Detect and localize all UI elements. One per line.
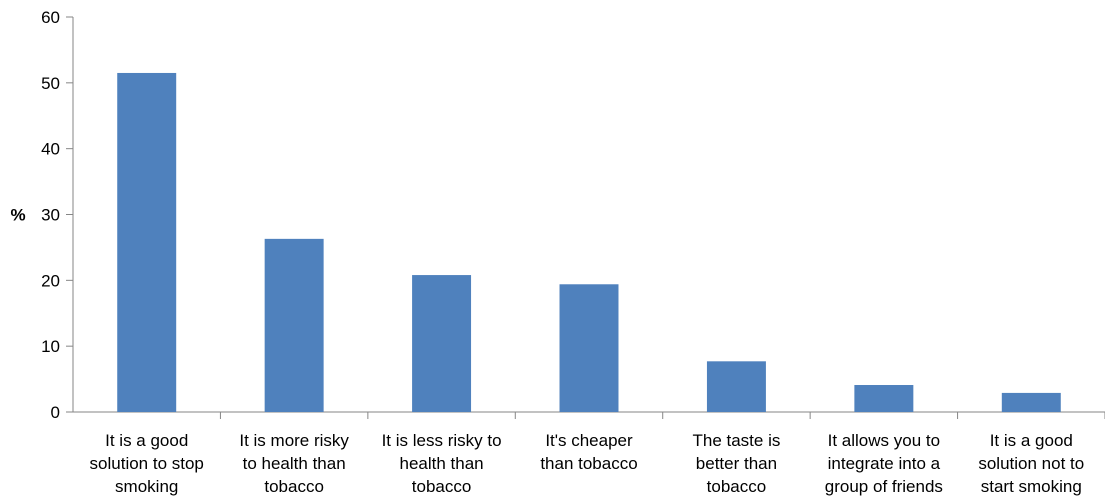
category-label: It's cheaper than tobacco bbox=[540, 431, 637, 473]
bar bbox=[706, 361, 766, 412]
y-axis-title: % bbox=[10, 206, 25, 225]
bar bbox=[412, 275, 472, 412]
bar bbox=[854, 385, 914, 412]
y-tick-label: 60 bbox=[41, 8, 60, 27]
category-label: It is less risky to health than tobacco bbox=[382, 431, 502, 496]
y-tick-label: 0 bbox=[51, 403, 60, 422]
category-label: It allows you to integrate into a group of… bbox=[825, 431, 943, 496]
bar bbox=[1001, 392, 1061, 412]
category-label: It is a good solution to stop smoking bbox=[90, 431, 204, 496]
bar bbox=[117, 72, 177, 412]
y-tick-label: 40 bbox=[41, 140, 60, 159]
category-labels: It is a good solution to stop smoking It is… bbox=[90, 431, 1085, 496]
y-tick-label: 30 bbox=[41, 206, 60, 225]
category-label: It is a good solution not to start smoking bbox=[978, 431, 1084, 496]
y-tick-label: 50 bbox=[41, 74, 60, 93]
y-tick-label: 20 bbox=[41, 271, 60, 290]
x-axis bbox=[73, 411, 1105, 419]
y-tick-label: 10 bbox=[41, 337, 60, 356]
y-axis: 0 10 20 30 40 50 60 bbox=[41, 8, 74, 422]
bars bbox=[117, 72, 1061, 412]
bar bbox=[559, 284, 619, 412]
category-label: It is more risky to health than tobacco bbox=[239, 431, 349, 496]
category-label: The taste is better than tobacco bbox=[692, 431, 780, 496]
bar bbox=[264, 238, 324, 412]
